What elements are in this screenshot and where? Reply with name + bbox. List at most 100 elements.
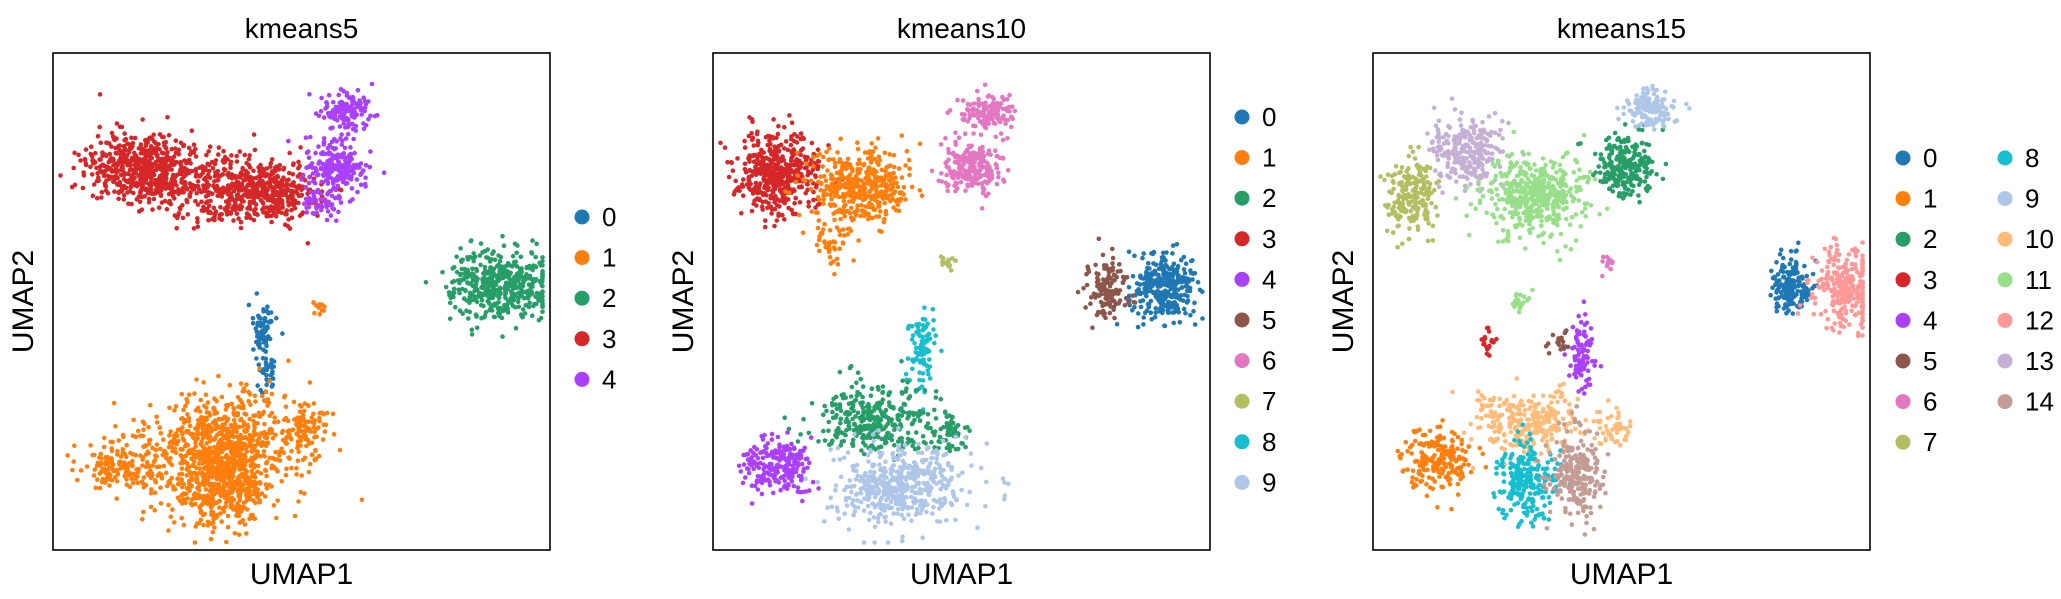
data-point (243, 434, 248, 440)
data-point (161, 134, 166, 140)
data-point (273, 192, 278, 198)
data-point (876, 154, 882, 160)
data-point (514, 250, 519, 256)
data-point (158, 501, 164, 506)
data-point (153, 453, 158, 458)
data-point (275, 469, 280, 474)
data-point (82, 157, 88, 163)
data-point (224, 402, 229, 408)
data-point (766, 180, 772, 185)
data-point (831, 211, 836, 216)
data-point (98, 164, 103, 169)
data-point (869, 141, 874, 146)
data-point (264, 212, 270, 217)
data-point (179, 391, 184, 397)
data-point (172, 520, 177, 525)
data-point (764, 162, 770, 168)
data-point (90, 193, 96, 199)
data-point (130, 452, 136, 457)
data-point (252, 443, 258, 449)
data-point (116, 438, 122, 443)
data-point (265, 304, 270, 310)
data-point (98, 157, 103, 162)
data-point (248, 402, 253, 408)
data-point (179, 416, 184, 422)
data-point (271, 178, 277, 183)
data-point (177, 498, 183, 504)
data-point (266, 198, 272, 203)
data-point (774, 203, 780, 208)
data-point (80, 185, 86, 191)
data-point (206, 168, 212, 174)
data-point (883, 168, 888, 174)
data-point (185, 158, 191, 164)
data-point (170, 175, 175, 181)
data-point (287, 150, 293, 156)
data-point (799, 161, 805, 166)
data-point (354, 177, 360, 182)
data-point (246, 162, 252, 168)
data-point (820, 154, 826, 160)
data-point (334, 153, 339, 158)
data-point (865, 150, 870, 155)
data-point (319, 179, 324, 185)
data-point (147, 159, 152, 165)
data-point (307, 441, 312, 446)
data-point (241, 420, 247, 425)
cluster-1-points (65, 300, 365, 545)
data-point (141, 161, 147, 166)
data-point (115, 470, 120, 476)
data-point (279, 178, 285, 183)
data-point (176, 147, 182, 153)
data-point (806, 199, 811, 205)
data-point (215, 178, 220, 183)
data-point (811, 154, 816, 160)
data-point (173, 150, 179, 156)
data-point (97, 92, 103, 97)
data-point (512, 261, 517, 267)
data-point (276, 167, 282, 172)
data-point (146, 168, 152, 173)
data-point (771, 195, 776, 201)
data-point (1012, 108, 1018, 114)
data-point (310, 210, 316, 216)
data-point (497, 258, 503, 264)
data-point (540, 298, 545, 303)
data-point (221, 483, 227, 489)
data-point (307, 427, 313, 433)
data-point (536, 297, 541, 303)
data-point (1138, 304, 1144, 310)
data-point (204, 152, 209, 158)
data-point (337, 114, 342, 119)
data-point (1004, 97, 1010, 102)
data-point (516, 296, 521, 301)
data-point (262, 184, 267, 190)
data-point (815, 166, 820, 172)
data-point (240, 388, 246, 394)
data-point (312, 429, 317, 435)
data-point (181, 438, 187, 443)
data-point (480, 280, 486, 285)
data-point (483, 310, 489, 315)
data-point (178, 461, 183, 466)
data-point (74, 477, 80, 483)
data-point (168, 429, 173, 434)
data-point (300, 172, 306, 178)
data-point (219, 519, 224, 524)
data-point (244, 449, 250, 454)
data-point (112, 177, 117, 182)
data-point (1006, 104, 1012, 110)
data-point (192, 459, 197, 464)
data-point (470, 297, 476, 303)
data-point (278, 200, 283, 205)
data-point (121, 197, 127, 202)
data-point (504, 304, 509, 309)
data-point (314, 210, 319, 215)
data-point (149, 164, 155, 170)
data-point (856, 170, 862, 176)
data-point (124, 153, 130, 158)
data-point (904, 148, 910, 154)
data-point (110, 439, 115, 445)
data-point (277, 453, 282, 458)
data-point (795, 150, 800, 156)
